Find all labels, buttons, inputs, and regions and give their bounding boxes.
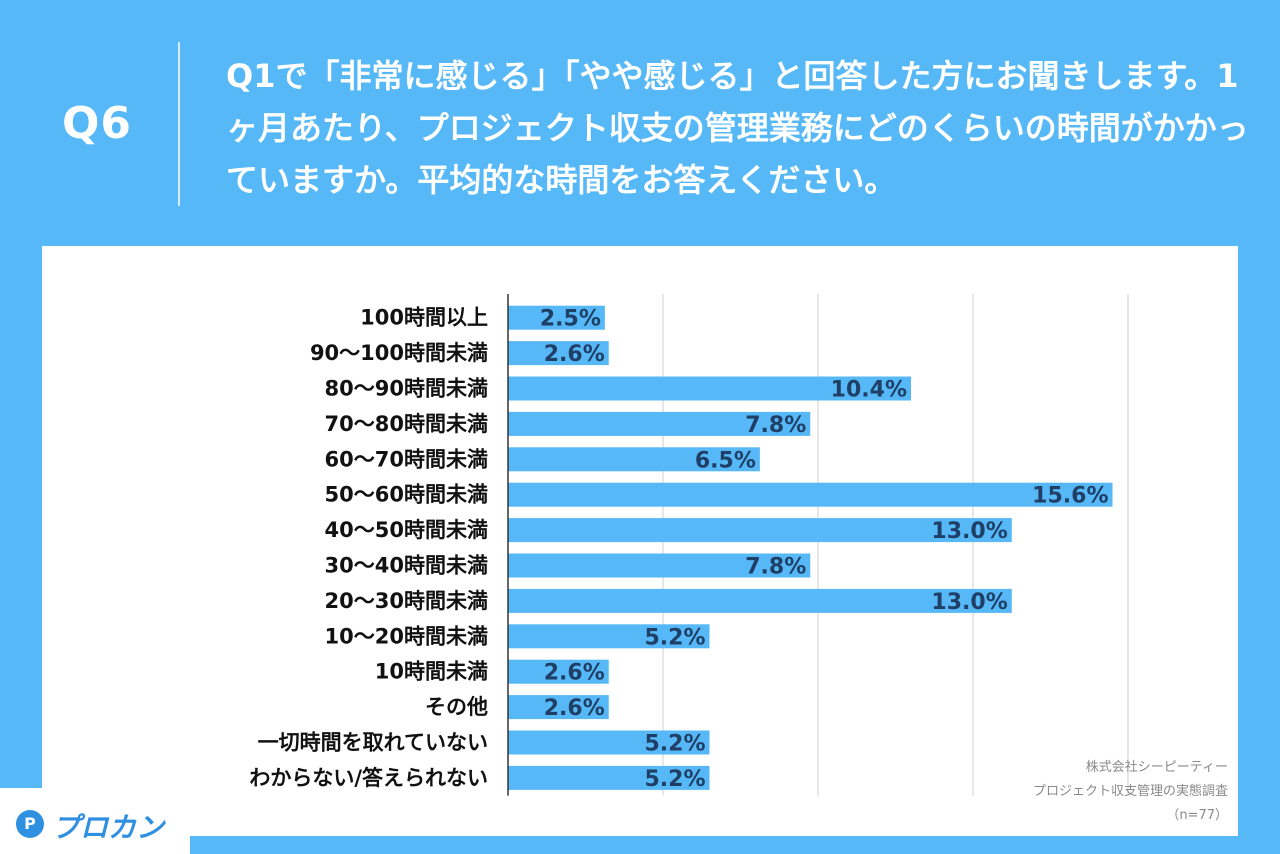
bar	[508, 624, 710, 649]
value-label: 13.0%	[931, 519, 1007, 544]
category-label: わからない/答えられない	[249, 766, 488, 790]
value-label: 6.5%	[695, 448, 756, 473]
logo: P プロカン	[0, 788, 190, 854]
value-label: 5.2%	[644, 625, 705, 650]
bar	[508, 588, 1012, 613]
bar	[508, 765, 710, 790]
category-label: その他	[425, 695, 488, 719]
value-label: 15.6%	[1032, 484, 1108, 509]
header-divider	[178, 42, 180, 206]
value-label: 2.6%	[544, 661, 605, 686]
bar	[508, 305, 605, 330]
header: Q6 Q1で「非常に感じる」「やや感じる」と回答した方にお聞きします。1ヶ月あた…	[0, 0, 1280, 246]
bar-chart: 100時間以上 2.5% 90〜100時間未満 2.6% 80〜90時間未満 10.4% 7…	[249, 294, 1129, 796]
value-label: 7.8%	[745, 555, 806, 580]
category-label: 30〜40時間未満	[325, 554, 488, 578]
value-label: 2.6%	[544, 696, 605, 721]
category-label: 10〜20時間未満	[325, 624, 488, 648]
category-label: 20〜30時間未満	[325, 589, 488, 613]
value-label: 5.2%	[644, 732, 705, 757]
category-label: 70〜80時間未満	[325, 412, 488, 436]
category-label: 40〜50時間未満	[325, 518, 488, 542]
category-label: 90〜100時間未満	[310, 341, 488, 365]
sample-size: （n=77）	[1166, 808, 1228, 823]
category-label: 80〜90時間未満	[325, 377, 488, 401]
category-label: 60〜70時間未満	[325, 447, 488, 471]
value-label: 2.6%	[544, 342, 605, 367]
source-note: 株式会社シーピーティー プロジェクト収支管理の実態調査 （n=77）	[1033, 756, 1228, 828]
logo-mark-icon: P	[16, 810, 44, 838]
value-label: 2.5%	[540, 307, 601, 332]
category-label: 50〜60時間未満	[325, 483, 488, 507]
chart-panel: 100時間以上 2.5% 90〜100時間未満 2.6% 80〜90時間未満 10.4% 7…	[42, 246, 1238, 836]
question-number: Q6	[62, 98, 133, 149]
bar	[508, 730, 710, 755]
bar	[508, 695, 609, 720]
question-text: Q1で「非常に感じる」「やや感じる」と回答した方にお聞きします。1ヶ月あたり、プ…	[226, 57, 1249, 199]
value-label: 5.2%	[644, 767, 705, 792]
bar	[508, 411, 811, 436]
value-label: 10.4%	[831, 378, 907, 403]
bar	[508, 341, 609, 366]
bar	[508, 553, 811, 578]
category-label: 100時間以上	[360, 306, 488, 330]
source-company: 株式会社シーピーティー	[1085, 760, 1228, 775]
source-survey: プロジェクト収支管理の実態調査	[1032, 784, 1228, 799]
bar	[508, 518, 1012, 543]
bar	[508, 447, 760, 472]
bar	[508, 482, 1113, 507]
category-label: 10時間未満	[375, 660, 488, 684]
logo-text: プロカン	[52, 811, 165, 844]
value-label: 7.8%	[745, 413, 806, 438]
bar	[508, 659, 609, 684]
value-label: 13.0%	[931, 590, 1007, 615]
category-label: 一切時間を取れていない	[258, 731, 488, 755]
bar	[508, 376, 911, 401]
